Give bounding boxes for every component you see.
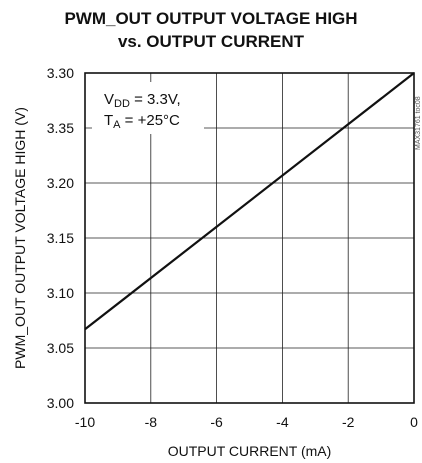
y-tick-label: 3.15 [47, 230, 74, 246]
y-tick-label: 3.00 [47, 395, 74, 411]
x-tick-label: -4 [276, 414, 289, 430]
chart-title: PWM_OUT OUTPUT VOLTAGE HIGH [64, 9, 358, 28]
x-tick-label: -10 [75, 414, 95, 430]
figure-reference: MAX31761 toc08 [415, 96, 422, 150]
grid-lines [85, 73, 414, 403]
x-axis-label: OUTPUT CURRENT (mA) [168, 443, 332, 459]
y-tick-label: 3.10 [47, 285, 74, 301]
annotation-ta-symbol: T [104, 112, 113, 129]
annotation-vdd-value: = 3.3V, [130, 91, 181, 108]
x-tick-label: -2 [342, 414, 355, 430]
data-line [84, 72, 415, 331]
annotation-ta-subscript: A [113, 119, 121, 131]
annotation-background [92, 82, 204, 134]
y-axis-label: PWM_OUT OUTPUT VOLTAGE HIGH (V) [12, 107, 28, 369]
annotation-vdd: VDD = 3.3V, [104, 91, 181, 110]
chart-subtitle: vs. OUTPUT CURRENT [117, 32, 305, 51]
annotation-ta-value: = +25°C [121, 112, 181, 129]
y-tick-label: 3.20 [47, 175, 74, 191]
x-tick-label: -6 [210, 414, 223, 430]
x-tick-label: -8 [145, 414, 158, 430]
y-tick-label: 3.05 [47, 340, 74, 356]
tick-labels: -10 -8 -6 -4 -2 0 3.00 3.05 3.10 3.15 3.20 3.35 3.30 [47, 65, 418, 430]
plot-frame [84, 72, 415, 404]
y-tick-label: 3.30 [47, 65, 74, 81]
annotation-vdd-subscript: DD [114, 98, 130, 110]
annotation-ta: TA = +25°C [104, 112, 180, 131]
y-tick-label: 3.35 [47, 120, 74, 136]
annotation-vdd-symbol: V [104, 91, 114, 108]
series-group [84, 72, 415, 331]
x-tick-label: 0 [410, 414, 418, 430]
